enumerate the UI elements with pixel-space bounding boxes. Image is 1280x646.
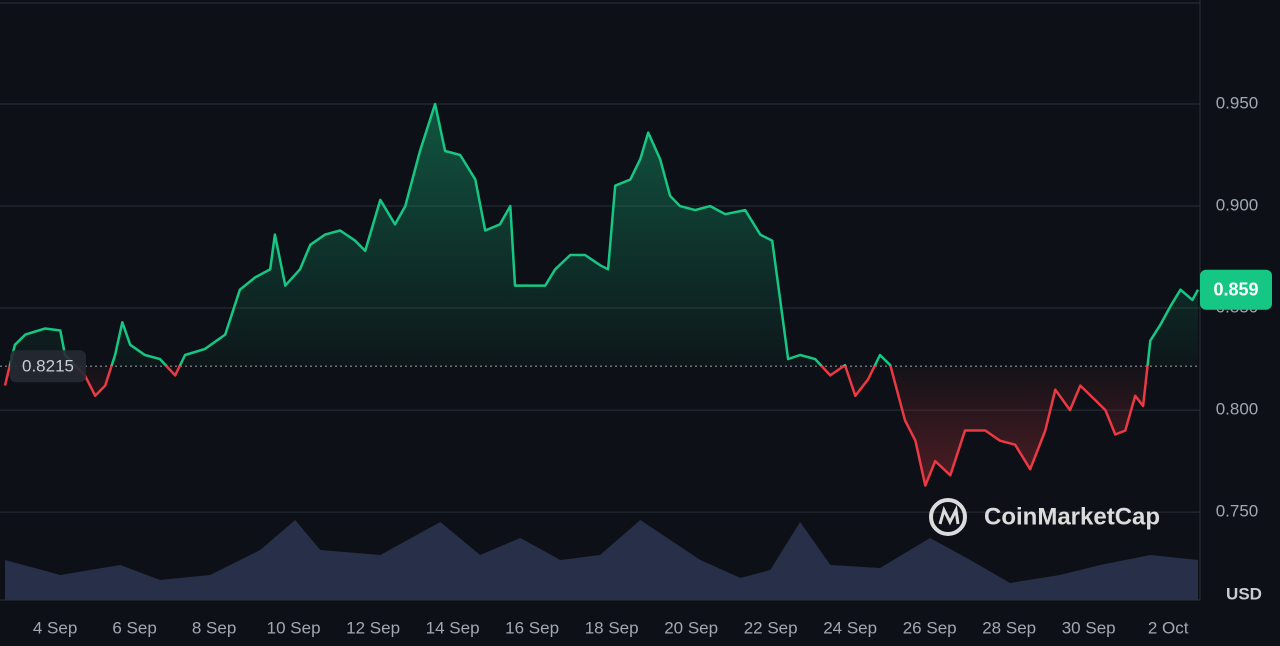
x-tick-label: 18 Sep: [585, 618, 639, 637]
price-area: [5, 104, 1198, 486]
logo: [929, 498, 967, 536]
y-tick-label: 0.750: [1216, 502, 1259, 521]
x-tick-label: 8 Sep: [192, 618, 236, 637]
y-tick-label: 0.950: [1216, 94, 1259, 113]
watermark: CoinMarketCap: [929, 498, 1160, 536]
baseline-label: 0.8215: [22, 357, 74, 376]
logo-mark: [938, 505, 960, 526]
unit-label: USD: [1226, 584, 1262, 603]
price-line: [3, 102, 1200, 487]
x-tick-label: 2 Oct: [1148, 618, 1189, 637]
volume-area: [5, 520, 1198, 600]
x-tick-label: 16 Sep: [505, 618, 559, 637]
x-tick-label: 30 Sep: [1062, 618, 1116, 637]
watermark-text: CoinMarketCap: [984, 503, 1160, 530]
x-tick-label: 22 Sep: [744, 618, 798, 637]
y-tick-label: 0.900: [1216, 196, 1259, 215]
x-tick-label: 6 Sep: [112, 618, 156, 637]
x-tick-label: 14 Sep: [426, 618, 480, 637]
x-tick-label: 28 Sep: [982, 618, 1036, 637]
y-tick-label: 0.800: [1216, 400, 1259, 419]
x-tick-label: 10 Sep: [267, 618, 321, 637]
x-tick-label: 26 Sep: [903, 618, 957, 637]
x-tick-label: 24 Sep: [823, 618, 877, 637]
price-label: 0.859: [1213, 279, 1258, 299]
x-tick-label: 20 Sep: [664, 618, 718, 637]
price-label-box: [1200, 269, 1272, 310]
x-tick-label: 4 Sep: [33, 618, 77, 637]
baseline-label-box: [10, 350, 86, 383]
x-tick-label: 12 Sep: [346, 618, 400, 637]
